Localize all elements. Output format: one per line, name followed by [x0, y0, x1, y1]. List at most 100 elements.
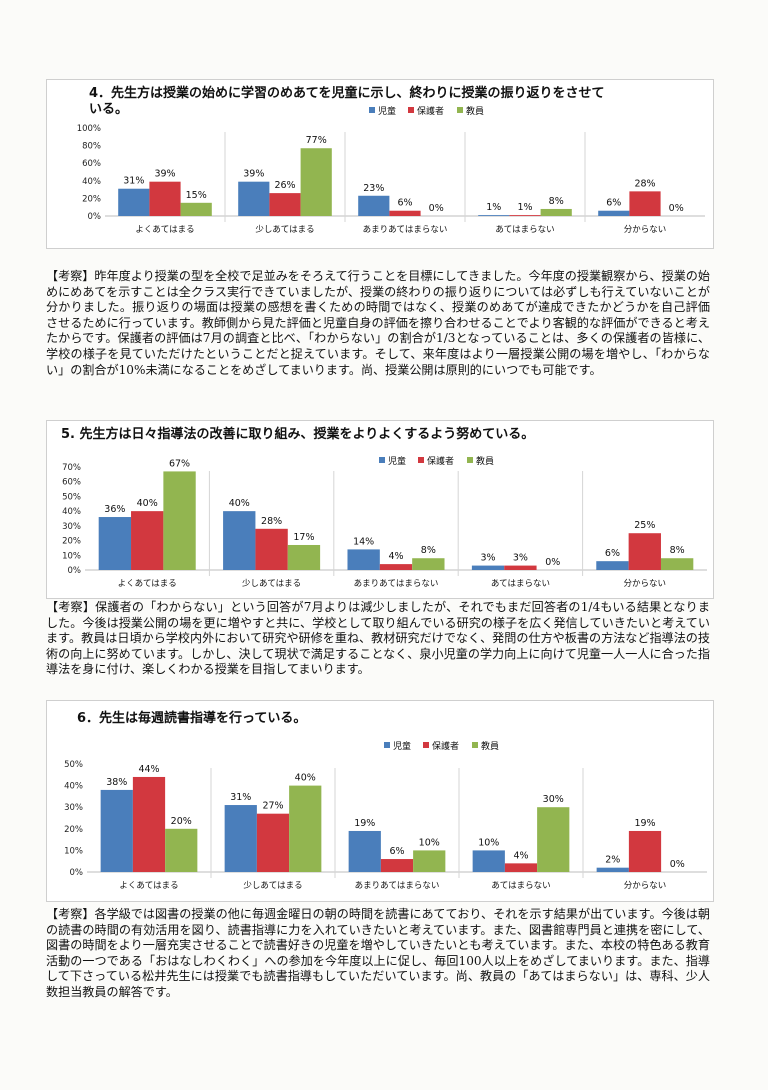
y-tick-label: 10%	[62, 551, 81, 561]
data-label: 8%	[670, 545, 685, 556]
bar-保護者-1	[256, 813, 290, 872]
data-label: 19%	[634, 818, 655, 829]
bar-保護者-0	[131, 511, 164, 570]
legend-swatch	[467, 457, 473, 463]
chart-title-q4: 4．先生方は授業の始めに学習のめあてを児童に示し、終わりに授業の振り返りをさせて…	[89, 86, 605, 117]
bar-保護者-3	[509, 215, 541, 216]
data-label: 8%	[549, 196, 564, 207]
category-label: あてはまらない	[491, 579, 550, 589]
data-label: 3%	[513, 553, 528, 564]
bar-保護者-4	[628, 830, 662, 872]
bar-保護者-2	[379, 564, 413, 570]
data-label: 14%	[353, 536, 374, 547]
data-label: 6%	[605, 548, 620, 559]
bar-chart-q6: 0% 10% 20% 30% 40% 50% 38% 44% 20% よくあてはまる 31% 27% 4…	[64, 740, 707, 891]
commentary-q4: 【考察】昨年度より授業の型を全校で足並みをそろえて行うことを目標にしてきました。…	[46, 269, 710, 377]
bar-教員-1	[289, 785, 322, 872]
y-tick-label: 10%	[64, 846, 83, 856]
bar-chart-q4: 0% 20% 40% 60% 80% 100% 31% 39% 15% よくあてはまる 39% 26%…	[77, 105, 705, 235]
data-label: 23%	[363, 183, 384, 194]
legend-swatch	[369, 107, 375, 113]
bar-児童-0	[118, 188, 150, 216]
category-label: あてはまらない	[495, 225, 554, 235]
data-label: 17%	[293, 532, 314, 543]
bar-児童-3	[472, 850, 505, 872]
bar-児童-1	[238, 181, 270, 216]
bar-教員-0	[165, 828, 198, 872]
bar-教員-3	[540, 208, 572, 216]
chart-panel-q5: 5. 先生方は日々指導法の改善に取り組み、授業をよりよくするよう努めている。 0…	[46, 420, 714, 599]
legend-label: 児童	[378, 105, 396, 117]
chart-panel-q6: 6．先生は毎週読書指導を行っている。 0% 10% 20% 30% 40% 50% 38% 4…	[46, 700, 714, 902]
bar-保護者-1	[269, 193, 301, 216]
bar-児童-0	[98, 517, 132, 570]
y-tick-label: 60%	[82, 159, 101, 169]
y-tick-label: 50%	[64, 760, 83, 770]
data-label: 36%	[104, 504, 125, 515]
legend-swatch	[457, 107, 463, 113]
bar-保護者-4	[628, 533, 661, 570]
data-label: 1%	[486, 202, 501, 213]
legend-label: 教員	[466, 105, 484, 117]
legend-swatch	[408, 107, 414, 113]
y-tick-label: 0%	[70, 868, 84, 878]
bar-保護者-3	[504, 565, 537, 570]
chart-title-q6: 6．先生は毎週読書指導を行っている。	[77, 711, 307, 726]
category-label: あまりあてはまらない	[354, 579, 439, 589]
category-label: 少しあてはまる	[243, 881, 302, 891]
bar-児童-2	[358, 195, 390, 216]
data-label: 3%	[481, 553, 496, 564]
data-label: 31%	[230, 792, 251, 803]
y-tick-label: 50%	[62, 492, 81, 502]
legend-label: 保護者	[427, 455, 454, 467]
data-label: 20%	[171, 816, 192, 827]
bar-保護者-1	[255, 528, 288, 570]
data-label: 0%	[669, 203, 684, 214]
data-label: 39%	[154, 169, 175, 180]
category-label: 少しあてはまる	[242, 579, 301, 589]
y-tick-label: 40%	[62, 507, 81, 517]
bar-保護者-0	[132, 776, 166, 872]
bar-児童-4	[596, 867, 629, 872]
bar-教員-3	[537, 807, 570, 872]
bar-児童-0	[100, 789, 133, 872]
data-label: 6%	[397, 198, 412, 209]
legend-label: 教員	[476, 455, 494, 467]
bar-教員-0	[180, 202, 212, 216]
bar-教員-2	[412, 558, 445, 570]
y-tick-label: 30%	[64, 803, 83, 813]
y-tick-label: 60%	[62, 478, 81, 488]
bar-児童-4	[598, 210, 630, 216]
bar-児童-4	[596, 561, 629, 570]
data-label: 0%	[429, 203, 444, 214]
y-tick-label: 80%	[82, 142, 101, 152]
data-label: 4%	[513, 850, 528, 861]
bar-教員-1	[300, 148, 332, 216]
data-label: 10%	[478, 837, 499, 848]
legend-label: 保護者	[417, 105, 444, 117]
chart-panel-q4: 4．先生方は授業の始めに学習のめあてを児童に示し、終わりに授業の振り返りをさせて…	[46, 79, 714, 249]
legend-swatch	[418, 457, 424, 463]
y-tick-label: 0%	[88, 212, 102, 222]
data-label: 0%	[545, 557, 560, 568]
bar-児童-3	[478, 215, 510, 216]
bar-児童-2	[347, 549, 380, 570]
legend-label: 児童	[393, 740, 411, 752]
category-label: あまりあてはまらない	[363, 225, 448, 235]
bar-児童-2	[348, 830, 381, 872]
data-label: 67%	[169, 458, 190, 469]
legend-label: 児童	[388, 455, 406, 467]
data-label: 38%	[106, 777, 127, 788]
category-label: 少しあてはまる	[255, 225, 314, 235]
data-label: 10%	[419, 837, 440, 848]
data-label: 25%	[634, 520, 655, 531]
category-label: 分からない	[624, 881, 667, 891]
data-label: 19%	[354, 818, 375, 829]
y-tick-label: 70%	[62, 463, 81, 473]
bar-保護者-3	[504, 863, 538, 872]
data-label: 6%	[389, 846, 404, 857]
data-label: 1%	[517, 202, 532, 213]
y-tick-label: 0%	[68, 566, 82, 576]
data-label: 0%	[670, 859, 685, 870]
data-label: 15%	[186, 190, 207, 201]
